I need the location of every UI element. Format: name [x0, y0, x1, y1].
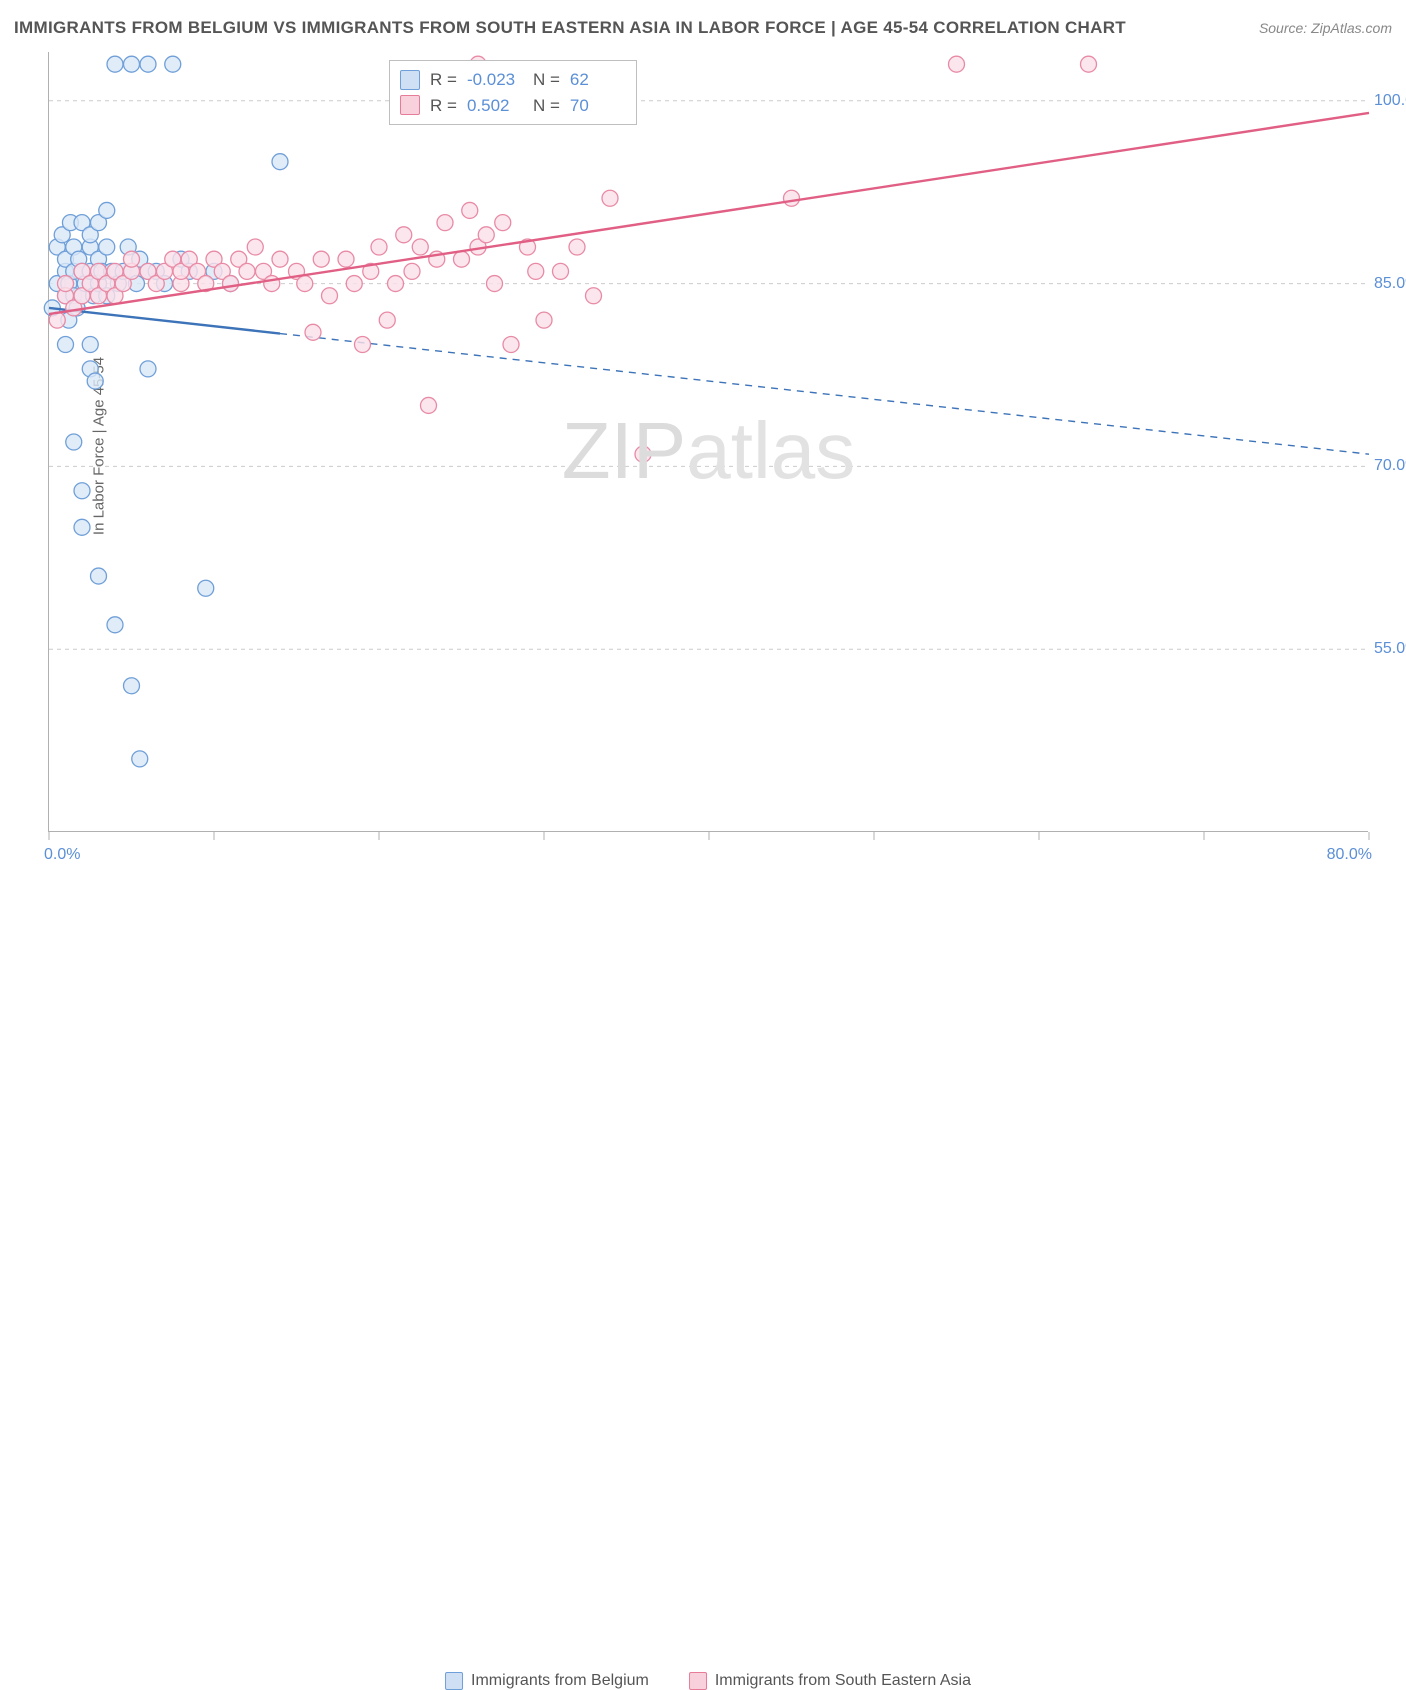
stat-r-label: R = [430, 67, 457, 93]
scatter-point [421, 397, 437, 413]
trend-line-extrapolated [280, 334, 1369, 455]
scatter-point [1081, 56, 1097, 72]
scatter-point [74, 519, 90, 535]
scatter-point [503, 337, 519, 353]
stat-n-label: N = [533, 67, 560, 93]
scatter-point [528, 263, 544, 279]
scatter-point [388, 276, 404, 292]
scatter-point [949, 56, 965, 72]
scatter-plot: ZIPatlas 55.0%70.0%85.0%100.0% R =-0.023… [48, 52, 1368, 832]
stats-row: R = -0.023 N = 62 [400, 67, 626, 93]
scatter-point [297, 276, 313, 292]
scatter-point [487, 276, 503, 292]
x-axis: 0.0% Immigrants from BelgiumImmigrants f… [48, 836, 1368, 864]
scatter-point [379, 312, 395, 328]
scatter-point [322, 288, 338, 304]
scatter-point [305, 324, 321, 340]
trend-line [49, 308, 280, 334]
scatter-point [454, 251, 470, 267]
stat-r-value: -0.023 [467, 67, 523, 93]
scatter-point [124, 56, 140, 72]
bottom-legend: Immigrants from Belgium Immigrants from S… [445, 1672, 971, 1690]
scatter-point [87, 373, 103, 389]
legend-label: Immigrants from South Eastern Asia [715, 1672, 971, 1690]
scatter-point [91, 568, 107, 584]
scatter-point [140, 361, 156, 377]
scatter-point [99, 202, 115, 218]
scatter-point [355, 337, 371, 353]
stat-n-label: N = [533, 93, 560, 119]
scatter-point [313, 251, 329, 267]
plot-svg [49, 52, 1368, 831]
scatter-point [198, 580, 214, 596]
scatter-point [569, 239, 585, 255]
scatter-point [462, 202, 478, 218]
y-tick-label: 100.0% [1372, 92, 1406, 110]
scatter-point [338, 251, 354, 267]
legend-swatch [400, 95, 420, 115]
scatter-point [58, 337, 74, 353]
legend-item: Immigrants from South Eastern Asia [689, 1672, 971, 1690]
scatter-point [124, 678, 140, 694]
scatter-point [553, 263, 569, 279]
stat-n-value: 70 [570, 93, 626, 119]
scatter-point [404, 263, 420, 279]
legend-swatch [445, 1672, 463, 1690]
stats-legend-box: R = -0.023 N = 62 R = 0.502 N = 70 [389, 60, 637, 125]
source-label: Source: ZipAtlas.com [1259, 20, 1392, 36]
scatter-point [346, 276, 362, 292]
stats-row: R = 0.502 N = 70 [400, 93, 626, 119]
scatter-point [272, 154, 288, 170]
legend-swatch [400, 70, 420, 90]
scatter-point [264, 276, 280, 292]
scatter-point [66, 434, 82, 450]
scatter-point [107, 56, 123, 72]
scatter-point [107, 617, 123, 633]
legend-swatch [689, 1672, 707, 1690]
scatter-point [132, 751, 148, 767]
scatter-point [784, 190, 800, 206]
scatter-point [165, 56, 181, 72]
scatter-point [239, 263, 255, 279]
scatter-point [586, 288, 602, 304]
scatter-point [371, 239, 387, 255]
legend-item: Immigrants from Belgium [445, 1672, 649, 1690]
scatter-point [99, 239, 115, 255]
y-tick-label: 55.0% [1372, 640, 1406, 658]
scatter-point [635, 446, 651, 462]
scatter-point [58, 276, 74, 292]
scatter-point [272, 251, 288, 267]
scatter-point [396, 227, 412, 243]
x-min-label: 0.0% [44, 846, 80, 864]
scatter-point [247, 239, 263, 255]
stat-n-value: 62 [570, 67, 626, 93]
y-tick-label: 85.0% [1372, 275, 1406, 293]
scatter-point [124, 251, 140, 267]
scatter-point [536, 312, 552, 328]
legend-label: Immigrants from Belgium [471, 1672, 649, 1690]
stat-r-label: R = [430, 93, 457, 119]
scatter-point [495, 215, 511, 231]
scatter-point [74, 483, 90, 499]
x-max-label: 80.0% [1327, 846, 1372, 864]
scatter-point [82, 337, 98, 353]
scatter-point [140, 56, 156, 72]
stat-r-value: 0.502 [467, 93, 523, 119]
y-tick-label: 70.0% [1372, 457, 1406, 475]
scatter-point [412, 239, 428, 255]
scatter-point [602, 190, 618, 206]
scatter-point [478, 227, 494, 243]
scatter-point [437, 215, 453, 231]
scatter-point [223, 276, 239, 292]
chart-title: IMMIGRANTS FROM BELGIUM VS IMMIGRANTS FR… [14, 18, 1126, 38]
